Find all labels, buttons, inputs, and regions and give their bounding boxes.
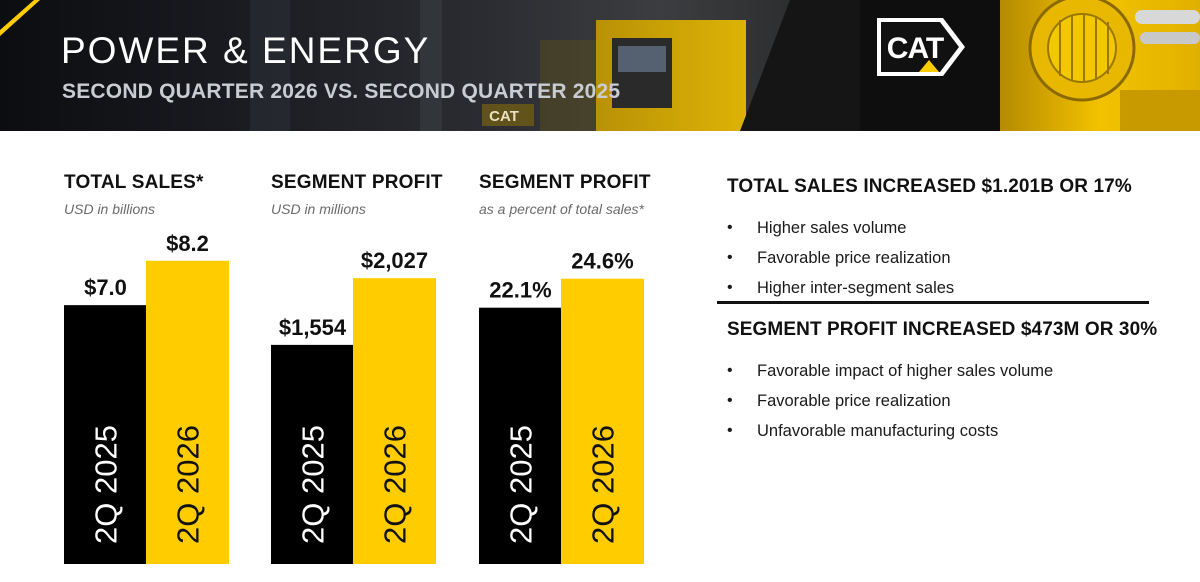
chart-subtitle: USD in millions	[271, 201, 366, 217]
bullet-icon: •	[727, 279, 733, 296]
chart-plot: $1,554 2Q 2025 $2,027 2Q 2026	[271, 248, 436, 564]
bullet-text: Favorable price realization	[757, 249, 951, 267]
section-divider	[717, 301, 1149, 304]
chart-subtitle: as a percent of total sales*	[479, 201, 644, 217]
data-label: $8.2	[166, 231, 209, 256]
list-item: • Higher inter-segment sales	[727, 273, 1167, 303]
list-item: • Unfavorable manufacturing costs	[727, 416, 1167, 446]
chart-title: TOTAL SALES*	[64, 172, 204, 193]
category-label: 2Q 2025	[89, 425, 124, 544]
banner-background-photo	[0, 0, 1200, 131]
header-banner: POWER & ENERGY SECOND QUARTER 2026 VS. S…	[0, 0, 1200, 131]
bullet-text: Unfavorable manufacturing costs	[757, 422, 999, 440]
list-item: • Favorable price realization	[727, 386, 1167, 416]
list-item: • Favorable impact of higher sales volume	[727, 356, 1167, 386]
bullet-list: • Favorable impact of higher sales volume…	[727, 356, 1167, 446]
category-label: 2Q 2025	[296, 425, 331, 544]
cat-logo-small-icon: CAT	[482, 104, 534, 126]
bar-2q-2026	[146, 260, 229, 564]
data-label: $1,554	[279, 315, 347, 340]
bar-2q-2025	[271, 344, 354, 564]
bar-2q-2026	[561, 278, 644, 564]
bullet-text: Favorable price realization	[757, 392, 951, 410]
chart-segment-profit-percent: SEGMENT PROFIT as a percent of total sal…	[479, 172, 679, 572]
bullet-list: • Higher sales volume • Favorable price re…	[727, 213, 1167, 303]
bullet-text: Higher sales volume	[757, 219, 907, 237]
bullet-icon: •	[727, 362, 733, 379]
bullet-icon: •	[727, 422, 733, 439]
page-title: POWER & ENERGY	[61, 30, 431, 71]
list-item: • Favorable price realization	[727, 243, 1167, 273]
data-label: 24.6%	[571, 249, 633, 274]
data-label: 22.1%	[489, 278, 551, 303]
bullet-icon: •	[727, 392, 733, 409]
summary-total-sales: TOTAL SALES INCREASED $1.201B OR 17% • Hi…	[727, 176, 1167, 303]
list-item: • Higher sales volume	[727, 213, 1167, 243]
bar-2q-2026	[353, 278, 436, 564]
bullet-icon: •	[727, 249, 733, 266]
data-label: $2,027	[361, 248, 428, 273]
bullet-icon: •	[727, 219, 733, 236]
summary-heading: TOTAL SALES INCREASED $1.201B OR 17%	[727, 176, 1132, 197]
category-label: 2Q 2026	[586, 425, 621, 544]
chart-title: SEGMENT PROFIT	[479, 172, 651, 193]
page-subtitle: SECOND QUARTER 2026 VS. SECOND QUARTER 2…	[62, 80, 621, 103]
svg-text:CAT: CAT	[887, 32, 944, 65]
chart-subtitle: USD in billions	[64, 201, 156, 217]
chart-total-sales: TOTAL SALES* USD in billions $7.0 2Q 2025…	[64, 172, 264, 572]
chart-title: SEGMENT PROFIT	[271, 172, 443, 193]
category-label: 2Q 2026	[378, 425, 413, 544]
summary-segment-profit: SEGMENT PROFIT INCREASED $473M OR 30% • F…	[727, 319, 1167, 446]
cat-logo-icon: CAT	[877, 18, 965, 76]
chart-plot: $7.0 2Q 2025 $8.2 2Q 2026	[64, 231, 229, 564]
bar-2q-2025	[64, 305, 147, 564]
bar-2q-2025	[479, 307, 562, 564]
data-label: $7.0	[84, 275, 127, 300]
category-label: 2Q 2026	[171, 425, 206, 544]
summary-heading: SEGMENT PROFIT INCREASED $473M OR 30%	[727, 319, 1158, 340]
category-label: 2Q 2025	[504, 425, 539, 544]
chart-plot: 22.1% 2Q 2025 24.6% 2Q 2026	[479, 249, 644, 564]
chart-segment-profit: SEGMENT PROFIT USD in millions $1,554 2Q …	[271, 172, 471, 572]
svg-text:CAT: CAT	[489, 108, 519, 125]
bullet-text: Higher inter-segment sales	[757, 279, 955, 297]
bullet-text: Favorable impact of higher sales volume	[757, 362, 1054, 380]
